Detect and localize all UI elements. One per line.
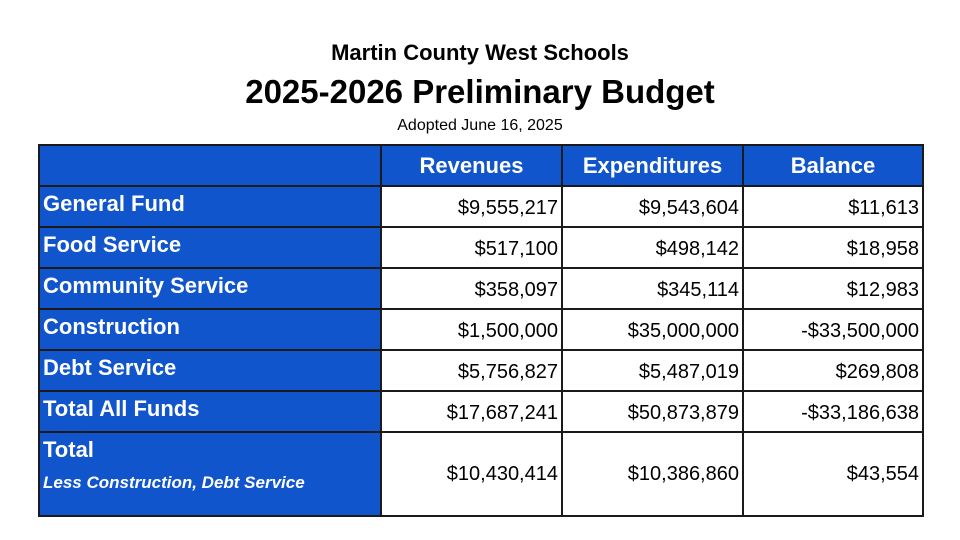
page-title: 2025-2026 Preliminary Budget: [245, 73, 715, 110]
budget-table: Revenues Expenditures Balance General Fu…: [38, 144, 924, 517]
expenditures-cell: $5,487,019: [561, 349, 744, 392]
row-sublabel: Less Construction, Debt Service: [43, 473, 305, 492]
expenditures-cell: $50,873,879: [561, 390, 744, 433]
row-label: Construction: [38, 308, 382, 351]
balance-cell: -$33,500,000: [742, 308, 924, 351]
table-header-row: Revenues Expenditures Balance: [38, 144, 924, 187]
table-row: Total All Funds $17,687,241 $50,873,879 …: [38, 390, 924, 433]
balance-cell: $18,958: [742, 226, 924, 269]
row-label: Total: [43, 437, 94, 462]
expenditures-cell: $35,000,000: [561, 308, 744, 351]
balance-cell: $11,613: [742, 185, 924, 228]
row-label: Food Service: [38, 226, 382, 269]
revenues-cell: $358,097: [380, 267, 563, 310]
row-label: General Fund: [38, 185, 382, 228]
expenditures-cell: $345,114: [561, 267, 744, 310]
revenues-cell: $17,687,241: [380, 390, 563, 433]
row-label-total: Total Less Construction, Debt Service: [38, 431, 382, 517]
header-empty: [38, 144, 382, 187]
adopted-date: Adopted June 16, 2025: [397, 117, 563, 134]
organization-title: Martin County West Schools: [331, 40, 629, 65]
table-row: Debt Service $5,756,827 $5,487,019 $269,…: [38, 349, 924, 392]
row-label: Debt Service: [38, 349, 382, 392]
revenues-cell: $9,555,217: [380, 185, 563, 228]
row-label: Community Service: [38, 267, 382, 310]
balance-cell: $43,554: [742, 431, 924, 517]
revenues-cell: $1,500,000: [380, 308, 563, 351]
expenditures-cell: $9,543,604: [561, 185, 744, 228]
balance-cell: $12,983: [742, 267, 924, 310]
balance-cell: $269,808: [742, 349, 924, 392]
header-expenditures: Expenditures: [561, 144, 744, 187]
table-row: General Fund $9,555,217 $9,543,604 $11,6…: [38, 185, 924, 228]
revenues-cell: $517,100: [380, 226, 563, 269]
header-balance: Balance: [742, 144, 924, 187]
table-row: Total Less Construction, Debt Service $1…: [38, 431, 924, 517]
expenditures-cell: $498,142: [561, 226, 744, 269]
table-row: Food Service $517,100 $498,142 $18,958: [38, 226, 924, 269]
balance-cell: -$33,186,638: [742, 390, 924, 433]
table-row: Community Service $358,097 $345,114 $12,…: [38, 267, 924, 310]
table-row: Construction $1,500,000 $35,000,000 -$33…: [38, 308, 924, 351]
row-label: Total All Funds: [38, 390, 382, 433]
revenues-cell: $5,756,827: [380, 349, 563, 392]
expenditures-cell: $10,386,860: [561, 431, 744, 517]
header-revenues: Revenues: [380, 144, 563, 187]
revenues-cell: $10,430,414: [380, 431, 563, 517]
